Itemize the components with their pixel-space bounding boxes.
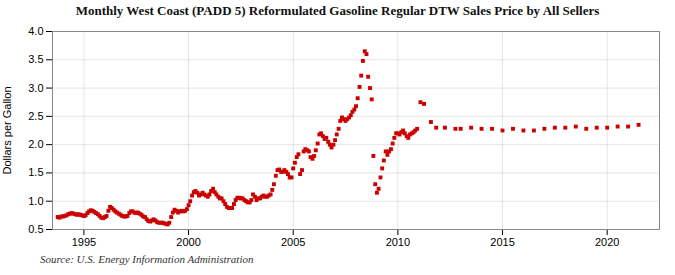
html-text:Monthly West Coast (PADD 5) Re: Monthly West Coast (PADD 5) Reformulated… (75, 3, 600, 18)
svg-text:1995: 1995 (72, 236, 96, 248)
svg-text:1.0: 1.0 (28, 195, 43, 207)
svg-text:2.0: 2.0 (28, 138, 43, 150)
svg-text:2010: 2010 (386, 236, 410, 248)
svg-text:4.0: 4.0 (28, 25, 43, 37)
svg-text:Dollars per Gallon: Dollars per Gallon (1, 86, 13, 174)
svg-text:2005: 2005 (281, 236, 305, 248)
svg-text:2.5: 2.5 (28, 110, 43, 122)
svg-text:2020: 2020 (595, 236, 619, 248)
html-text:Source: U.S. Energy Informatio: Source: U.S. Energy Information Administ… (40, 253, 254, 265)
svg-text:0.5: 0.5 (28, 223, 43, 235)
svg-text:2000: 2000 (176, 236, 200, 248)
svg-text:2015: 2015 (490, 236, 514, 248)
svg-text:3.0: 3.0 (28, 82, 43, 94)
svg-text:3.5: 3.5 (28, 53, 43, 65)
svg-text:1.5: 1.5 (28, 166, 43, 178)
